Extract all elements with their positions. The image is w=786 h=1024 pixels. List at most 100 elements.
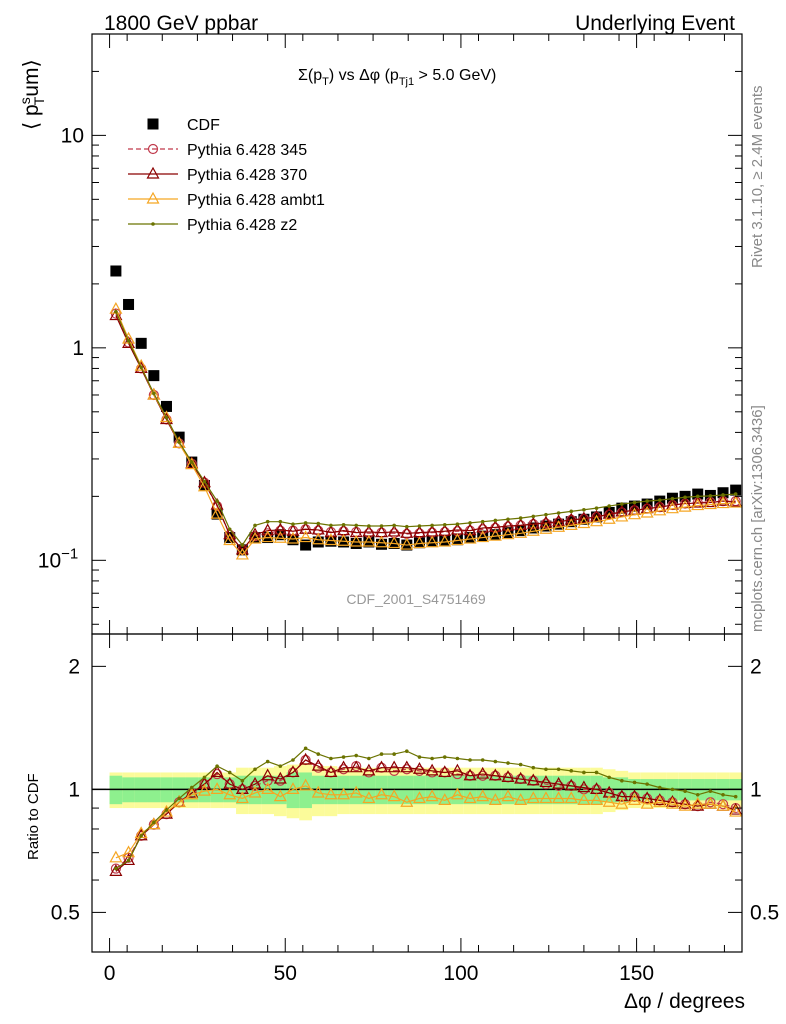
ratio-series-1-point: [273, 771, 287, 784]
main-series-3-point: [299, 530, 313, 543]
ratio-series-3-point: [569, 769, 574, 773]
ratio-series-3-point: [721, 792, 725, 797]
main-series-3-point: [185, 457, 199, 470]
ratio-y-tick-label-left: 2: [68, 655, 80, 678]
main-series-4-point: [278, 519, 283, 524]
ratio-series-3-point: [405, 749, 409, 753]
ratio-series-1-point: [552, 776, 566, 789]
ratio-series-3-point: [114, 866, 118, 871]
ratio-series-3-point: [594, 770, 599, 775]
main-series-2-point: [286, 524, 300, 536]
series-3: [109, 301, 743, 560]
ratio-y-tick-label-left: 1: [68, 778, 80, 801]
main-series-2-point: [526, 516, 540, 529]
main-series-4-point: [253, 523, 257, 528]
ratio-series-1-point: [134, 828, 148, 841]
main-series-3-point: [311, 532, 325, 545]
ratio-series-2-point: [729, 804, 743, 817]
main-series-0-point: [565, 516, 577, 528]
main-series-4-point: [620, 502, 624, 506]
main-series-3-point: [412, 536, 426, 549]
ratio-axis-ticks: 0 50 100 150 0.5 0.5 1 1 2 2: [51, 634, 779, 985]
ratio-series-2-point: [349, 785, 363, 798]
main-series-3-point: [286, 531, 300, 544]
main-series-4-point: [202, 479, 207, 484]
header-event: Underlying Event: [575, 12, 735, 35]
main-series-0-point: [249, 532, 261, 544]
main-series-4-point: [139, 365, 143, 370]
ratio-series-3-point: [152, 820, 156, 825]
main-series-4-point: [379, 524, 384, 528]
main-series-0-point: [325, 535, 337, 547]
ratio-series-2-point: [564, 791, 578, 804]
ratio-series-2-point: [501, 789, 515, 802]
legend-label: CDF: [187, 117, 220, 134]
main-series-2-point: [159, 412, 174, 425]
ratio-series-3-point: [215, 764, 219, 768]
main-y-tick-label: 10−1: [38, 545, 78, 572]
main-series-4-point: [569, 509, 574, 514]
main-series-4-point: [265, 519, 270, 524]
main-series-3-point: [374, 535, 389, 548]
main-series-2-point: [324, 525, 338, 538]
ratio-series-2-point: [197, 783, 211, 796]
side-mcplots: mcplots.cern.ch [arXiv:1306.3436]: [749, 405, 766, 632]
ratio-series-3-point: [582, 770, 586, 775]
main-series-3-point: [172, 436, 186, 449]
main-series-3-point: [552, 520, 566, 532]
ratio-series-3-point: [480, 758, 485, 762]
main-series-0-point: [123, 298, 135, 310]
main-series-2-point: [387, 524, 401, 537]
main-ylabel-a: ⟨ p: [20, 104, 43, 130]
main-series-2-point: [615, 504, 629, 517]
ratio-series-1-point: [488, 768, 502, 781]
main-series-4-point: [708, 494, 713, 498]
main-series-4-point: [695, 494, 700, 499]
main-series-0-point: [553, 518, 565, 530]
main-series-4-point: [240, 543, 245, 547]
main-series-2-point: [122, 336, 136, 348]
main-y-tick-label: 10: [61, 124, 84, 147]
ratio-series-1-point: [400, 760, 414, 773]
ratio-series-2-point: [337, 787, 351, 800]
ratio-series-2-point: [248, 785, 262, 798]
ratio-series-2-point: [590, 793, 604, 805]
ratio-series-2-point: [488, 793, 502, 805]
ratio-series-1-point: [526, 773, 540, 786]
main-series-4-point: [531, 514, 536, 519]
ratio-series-2-point: [450, 787, 464, 800]
main-series-0-point: [350, 537, 362, 549]
ratio-series-2-point: [273, 789, 287, 802]
chart-title-b: ) vs Δφ (p: [329, 67, 399, 84]
ratio-series-1-point: [362, 763, 376, 776]
main-series-4-point: [480, 519, 485, 524]
main-series-0-point: [515, 525, 527, 537]
main-series-0-point: [338, 536, 350, 548]
main-series-2-point: [501, 518, 515, 531]
ratio-ylabel: Ratio to CDF: [25, 773, 42, 860]
ratio-series-2-point: [640, 796, 654, 809]
ratio-series-1-point: [299, 752, 313, 765]
ratio-series-3-point: [367, 756, 371, 761]
ratio-series-1-point: [122, 853, 136, 866]
chart-title-a-sub: T: [322, 76, 329, 88]
ratio-series-1-point: [197, 776, 211, 789]
ratio-series-3-point: [695, 792, 700, 797]
main-series-2-point: [273, 522, 287, 535]
main-series-3-point: [463, 531, 477, 544]
main-series-4-point: [354, 523, 359, 528]
main-series-2-line: [115, 315, 736, 551]
main-series-0-point: [540, 520, 552, 532]
main-series-4-point: [632, 500, 637, 505]
ratio-series-3-point: [139, 833, 143, 838]
main-series-4-point: [227, 527, 232, 532]
main-series-3-point: [324, 533, 338, 546]
main-series-2-point: [716, 493, 730, 506]
legend-marker: [147, 143, 159, 155]
ratio-series-2-point: [261, 782, 275, 794]
main-series-2-point: [590, 509, 604, 522]
ratio-series-3-point: [645, 782, 649, 786]
ratio-series-3-point: [518, 762, 523, 767]
ratio-series-2-point: [147, 817, 161, 830]
main-series-2-point: [539, 515, 553, 528]
